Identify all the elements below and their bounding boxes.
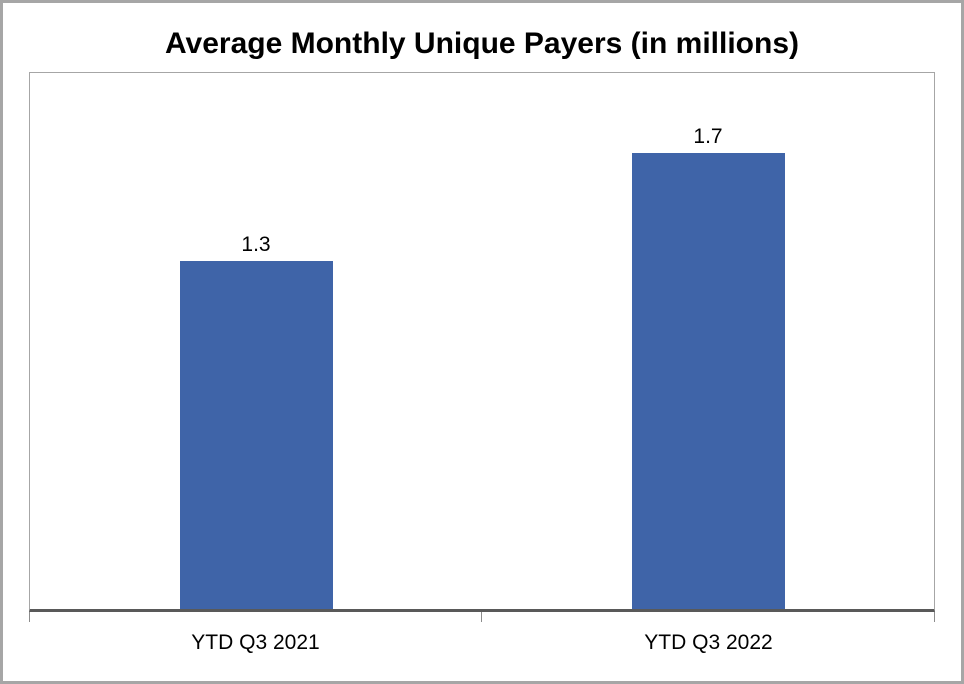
x-axis-label-ytd-q3-2021: YTD Q3 2021 bbox=[191, 631, 320, 654]
axis-tick-right bbox=[934, 612, 935, 622]
x-axis-labels: YTD Q3 2021 YTD Q3 2022 bbox=[29, 630, 935, 655]
x-axis-label-ytd-q3-2022: YTD Q3 2022 bbox=[644, 631, 773, 654]
bar-ytd-q3-2022 bbox=[631, 153, 785, 609]
plot-area: 1.3 1.7 bbox=[29, 72, 935, 622]
value-label: 1.3 bbox=[241, 233, 271, 256]
bar-group-ytd-q3-2021: 1.3 bbox=[30, 73, 482, 609]
axis-tick-left bbox=[29, 612, 30, 622]
axis-tick-center bbox=[481, 612, 482, 622]
chart-title: Average Monthly Unique Payers (in millio… bbox=[164, 27, 799, 60]
value-label: 1.7 bbox=[693, 125, 723, 148]
bar-ytd-q3-2021 bbox=[179, 261, 333, 609]
bar-group-ytd-q3-2022: 1.7 bbox=[482, 73, 934, 609]
